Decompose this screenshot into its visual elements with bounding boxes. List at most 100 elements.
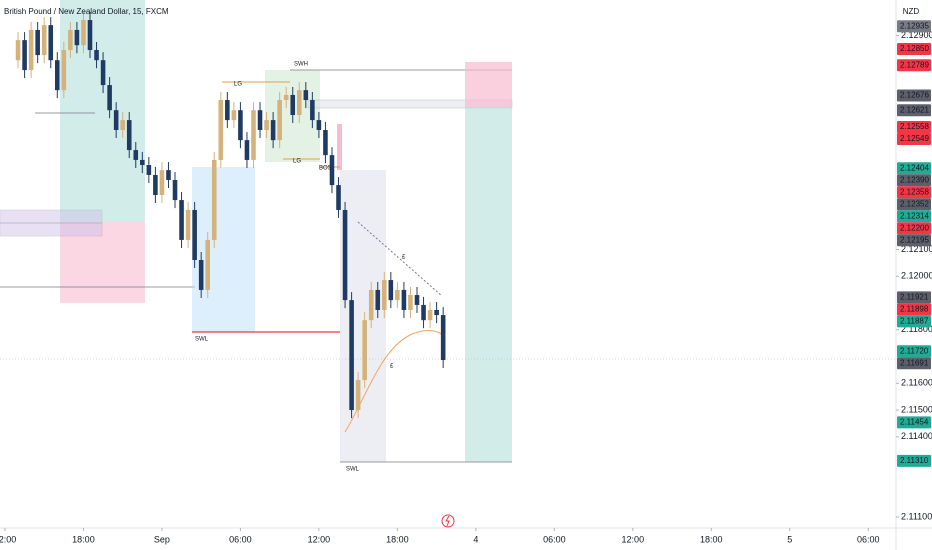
candle-body: [15, 40, 21, 61]
stop-zone: [465, 62, 512, 108]
alert-icon[interactable]: [441, 514, 455, 528]
price-label: 2.11691: [900, 358, 929, 367]
price-label: 2.12358: [900, 187, 929, 196]
annotation: £: [402, 255, 406, 261]
price-label: 2.11898: [900, 305, 929, 314]
candle-body: [94, 50, 99, 61]
candle-body: [395, 289, 400, 301]
price-label-box: [897, 416, 931, 429]
candle-body: [283, 94, 289, 101]
annotation: £: [390, 364, 394, 370]
candle-body: [251, 110, 256, 160]
range-box: [192, 167, 255, 332]
price-label-box: [897, 234, 931, 247]
price-label: 2.12558: [900, 122, 929, 131]
candle-body: [270, 120, 276, 141]
candle-body: [414, 295, 420, 305]
candle-body: [290, 94, 296, 116]
price-label: 2.12404: [900, 163, 929, 172]
x-tick-label: 06:00: [857, 534, 880, 544]
x-tick-label: 5: [787, 534, 792, 544]
price-label-box: [897, 174, 931, 187]
candle-body: [113, 110, 119, 130]
y-tick-label: 2.12000: [901, 271, 932, 281]
candle-body: [329, 155, 335, 186]
candles: [15, 12, 446, 419]
price-label-box: [897, 222, 931, 235]
alert-icon[interactable]: [445, 515, 450, 527]
candle-body: [342, 209, 348, 301]
price-label: 2.11921: [900, 293, 929, 302]
x-tick-label: 18:00: [72, 534, 95, 544]
x-tick-label: 12:00: [308, 534, 331, 544]
price-label: 2.12935: [900, 21, 929, 30]
target-zone: [60, 0, 145, 222]
candle-body: [323, 129, 328, 156]
candle-body: [427, 310, 433, 321]
candle-body: [303, 90, 309, 101]
price-label-box: [897, 303, 931, 316]
candle-body: [22, 40, 27, 71]
currency-label: NZD: [903, 7, 920, 16]
price-label-box: [897, 291, 931, 304]
candle-body: [238, 110, 243, 141]
price-label: 2.11454: [900, 417, 929, 426]
candle-body: [166, 170, 171, 181]
candle-body: [310, 100, 315, 121]
candle-body: [55, 60, 60, 91]
candle-body: [382, 280, 387, 311]
price-label-box: [897, 59, 931, 72]
candle-body: [362, 320, 367, 381]
chart-title: British Pound / New Zealand Dollar, 15, …: [4, 7, 169, 16]
price-label: 2.12352: [900, 199, 929, 208]
y-tick-label: 2.12100: [901, 244, 932, 254]
price-label: 2.11720: [900, 346, 929, 355]
candle-body: [218, 100, 224, 160]
candle-body: [126, 120, 132, 151]
price-label: 2.12195: [900, 235, 929, 244]
candle-body: [244, 140, 250, 160]
annotation: SWH: [294, 62, 308, 68]
candle-body: [68, 29, 73, 51]
candle-body: [159, 170, 165, 195]
candle-body: [257, 110, 263, 130]
candle-body: [296, 90, 302, 116]
candle-body: [120, 120, 125, 130]
candle-body: [440, 315, 446, 361]
y-tick-label: 2.11600: [901, 378, 932, 388]
price-label: 2.11310: [900, 456, 929, 465]
y-tick-label: 2.11100: [901, 511, 932, 521]
candle-body: [421, 304, 426, 321]
annotations: LG SWH LG BOS SWL SWL £ £: [195, 62, 406, 473]
candle-body: [231, 110, 237, 121]
y-tick-label: 2.11500: [901, 404, 932, 414]
price-label: 2.11887: [900, 317, 929, 326]
candle-body: [87, 20, 93, 51]
candle-body: [368, 289, 374, 321]
candle-body: [74, 29, 80, 46]
price-label-box: [897, 104, 931, 117]
candle-body: [264, 120, 269, 130]
price-label-box: [897, 345, 931, 358]
price-label: 2.12621: [900, 105, 929, 114]
candle-body: [100, 60, 106, 86]
candle-body: [192, 209, 197, 260]
range-box: [340, 170, 386, 462]
price-label-box: [897, 357, 931, 370]
candle-body: [198, 259, 204, 290]
candle-body: [140, 159, 145, 166]
price-label-box: [897, 42, 931, 55]
price-label-box: [897, 210, 931, 223]
x-tick-label: 4: [473, 534, 478, 544]
price-label-box: [897, 186, 931, 199]
x-tick-label: 06:00: [543, 534, 566, 544]
drawings: [0, 0, 896, 463]
candle-body: [401, 289, 407, 311]
candle-body: [349, 300, 354, 411]
x-tick-label: 18:00: [386, 534, 409, 544]
price-label-box: [897, 121, 931, 134]
price-label-box: [897, 133, 931, 146]
x-tick-label: 12:00: [0, 534, 16, 544]
annotation: LG: [293, 159, 301, 165]
annotation: SWL: [346, 467, 360, 473]
